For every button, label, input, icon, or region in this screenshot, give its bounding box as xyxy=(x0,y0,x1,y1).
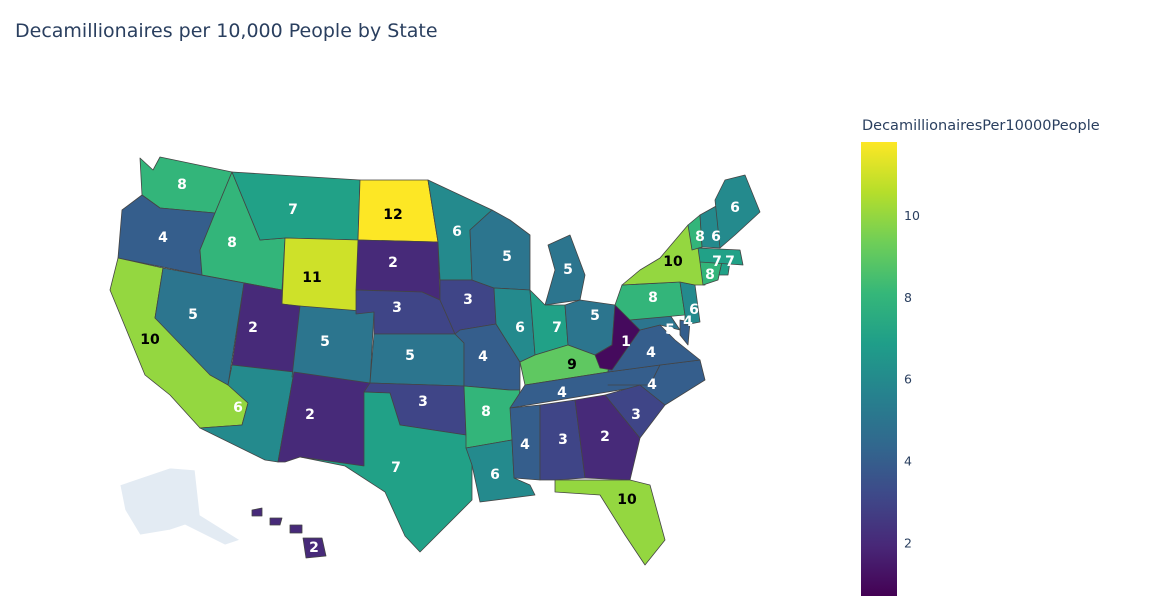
states-layer xyxy=(109,156,761,566)
colorbar-ticks: 2 4 6 8 10 xyxy=(904,208,920,550)
state-label-ms: 4 xyxy=(520,437,530,453)
state-label-ma: 7 xyxy=(712,254,722,270)
colorbar-title: DecamillionairesPer10000People xyxy=(862,118,1100,134)
state-label-de: 4 xyxy=(683,314,693,330)
state-label-wv: 1 xyxy=(621,334,631,350)
state-label-tn: 4 xyxy=(557,385,567,401)
state-label-oh: 5 xyxy=(590,308,600,324)
state-label-co: 5 xyxy=(320,334,330,350)
state-ms[interactable] xyxy=(509,404,541,481)
state-label-va: 4 xyxy=(646,345,656,361)
state-label-al: 3 xyxy=(558,432,568,448)
state-label-md: 5 xyxy=(665,322,675,338)
state-label-wa: 8 xyxy=(177,177,187,193)
state-ga[interactable] xyxy=(574,394,641,481)
state-label-nh: 6 xyxy=(711,229,721,245)
state-label-sd: 2 xyxy=(388,255,398,271)
state-tx[interactable] xyxy=(299,391,473,553)
state-nm[interactable] xyxy=(277,371,371,467)
state-label-ks: 5 xyxy=(405,348,415,364)
state-label-hi: 2 xyxy=(309,540,319,556)
state-label-ct: 8 xyxy=(705,267,715,283)
state-label-nc: 4 xyxy=(647,377,657,393)
state-label-ut: 2 xyxy=(248,320,258,336)
state-label-tx: 7 xyxy=(391,460,401,476)
state-label-ne: 3 xyxy=(392,300,402,316)
state-label-ar: 8 xyxy=(481,404,491,420)
colorbar-tick-label: 8 xyxy=(904,290,912,305)
colorbar: DecamillionairesPer10000People 2 4 6 8 10 xyxy=(861,118,1100,596)
state-label-me: 6 xyxy=(730,200,740,216)
colorbar-gradient xyxy=(861,142,897,596)
state-label-ri: 7 xyxy=(725,254,735,270)
state-label-ny: 10 xyxy=(663,254,683,270)
state-al[interactable] xyxy=(539,399,586,481)
state-label-fl: 10 xyxy=(617,492,637,508)
state-label-nd: 12 xyxy=(383,207,402,223)
state-label-vt: 8 xyxy=(695,229,705,245)
colorbar-tick-label: 4 xyxy=(904,454,912,469)
state-label-la: 6 xyxy=(490,467,500,483)
state-fl[interactable] xyxy=(554,479,666,566)
state-label-in: 7 xyxy=(552,320,562,336)
state-label-il: 6 xyxy=(515,320,525,336)
state-label-mn: 6 xyxy=(452,224,462,240)
state-label-ia: 3 xyxy=(463,292,473,308)
colorbar-tick-label: 2 xyxy=(904,535,912,550)
state-label-or: 4 xyxy=(158,230,168,246)
state-co[interactable] xyxy=(291,305,375,384)
state-label-mo: 4 xyxy=(478,349,488,365)
state-label-wy: 11 xyxy=(302,270,321,286)
state-label-pa: 8 xyxy=(648,290,658,306)
state-label-id: 8 xyxy=(227,235,237,251)
state-nv[interactable] xyxy=(154,267,245,386)
state-ma[interactable] xyxy=(697,247,744,266)
state-label-mt: 7 xyxy=(288,202,298,218)
colorbar-tick-label: 6 xyxy=(904,372,912,387)
state-label-ca: 10 xyxy=(140,332,160,348)
state-label-mi: 5 xyxy=(563,262,573,278)
page-title: Decamillionaires per 10,000 People by St… xyxy=(15,20,438,42)
state-label-az: 6 xyxy=(233,400,243,416)
state-label-nv: 5 xyxy=(188,307,198,323)
state-label-sc: 3 xyxy=(631,407,641,423)
state-label-wi: 5 xyxy=(502,249,512,265)
state-label-ga: 2 xyxy=(600,429,610,445)
state-me[interactable] xyxy=(714,174,761,249)
state-label-ok: 3 xyxy=(418,394,428,410)
state-label-ky: 9 xyxy=(567,357,577,373)
state-hi[interactable] xyxy=(251,507,327,559)
state-label-nm: 2 xyxy=(305,407,315,423)
state-ks[interactable] xyxy=(369,333,465,387)
state-label-nj: 6 xyxy=(689,302,699,318)
state-ak[interactable] xyxy=(119,467,241,546)
colorbar-tick-label: 10 xyxy=(904,208,920,223)
state-wi[interactable] xyxy=(469,209,531,291)
